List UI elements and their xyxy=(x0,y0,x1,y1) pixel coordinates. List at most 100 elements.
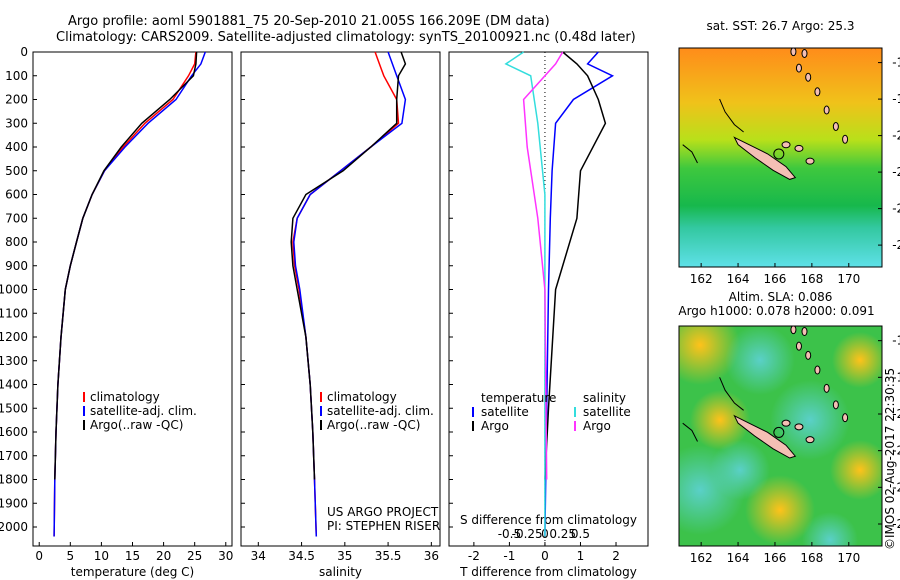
legend-title-temperature: temperature xyxy=(481,391,556,405)
map-subtitle: Argo h1000: 0.078 h2000: 0.091 xyxy=(678,304,874,318)
plot-frame xyxy=(240,51,441,547)
island-loyalty xyxy=(781,419,791,427)
y-tick-label: -26 xyxy=(892,238,900,252)
legend-label: Argo xyxy=(583,419,611,433)
legend-label: satellite xyxy=(583,405,631,419)
x-tick-label: 170 xyxy=(837,272,860,286)
x-tick-label: 168 xyxy=(800,272,823,286)
s-tick-label: 0.25 xyxy=(549,527,576,541)
s-tick-label: -0.25 xyxy=(512,527,543,541)
y-tick-label: 700 xyxy=(5,211,28,225)
series-line xyxy=(290,51,407,480)
x-tick-label: 1 xyxy=(577,549,585,563)
island-vanuatu xyxy=(805,72,812,82)
x-tick-label: 5 xyxy=(66,549,74,563)
y-tick-label: 500 xyxy=(5,164,28,178)
panel-salinity: 34 34.5 35 35.5 36 salinity climatologysatelli… xyxy=(240,51,441,579)
sla-anomaly xyxy=(832,332,882,388)
x-tick-label: 10 xyxy=(94,549,109,563)
island-loyalty xyxy=(794,144,804,152)
x-tick-label: 0 xyxy=(35,549,43,563)
island-loyalty xyxy=(805,157,815,165)
map-frame xyxy=(678,47,883,268)
legend-label: climatology xyxy=(327,390,397,404)
sla-anomaly xyxy=(679,326,740,385)
s-tick-label: 0.5 xyxy=(571,527,590,541)
island-vanuatu xyxy=(823,105,830,115)
x-tick-label: 0 xyxy=(541,549,549,563)
sla-anomaly xyxy=(770,380,850,460)
map-title: sat. SST: 26.7 Argo: 25.3 xyxy=(706,19,854,33)
island-vanuatu xyxy=(842,413,849,423)
legend-label: Argo(..raw -QC) xyxy=(327,418,420,432)
island-new-caledonia xyxy=(733,136,797,180)
argo-location-marker xyxy=(773,426,785,438)
y-tick-label: 1300 xyxy=(0,354,28,368)
island-vanuatu xyxy=(832,121,839,131)
y-tick-label: 2000 xyxy=(0,520,28,534)
x-tick-label: 170 xyxy=(837,551,860,565)
island-vanuatu xyxy=(814,87,821,97)
x-tick-label: -1 xyxy=(503,549,515,563)
x-tick-label: 2 xyxy=(612,549,620,563)
reef-outline xyxy=(682,422,698,442)
header-line2: Climatology: CARS2009. Satellite-adjuste… xyxy=(56,30,636,45)
y-tick-label: 100 xyxy=(5,69,28,83)
island-vanuatu xyxy=(801,48,808,58)
map-field xyxy=(679,48,882,267)
map-field xyxy=(679,326,882,546)
island-vanuatu xyxy=(795,341,802,351)
island-vanuatu xyxy=(801,327,808,336)
y-tick-label: 1600 xyxy=(0,425,28,439)
sla-anomaly xyxy=(690,390,750,450)
x-tick-label: 162 xyxy=(690,272,713,286)
y-tick-label: -22 xyxy=(892,165,900,179)
x-tick-label: 20 xyxy=(156,549,171,563)
y-tick-label: -24 xyxy=(892,480,900,494)
series-line xyxy=(522,51,564,480)
y-tick-label: 0 xyxy=(20,45,28,59)
header-line1: Argo profile: aoml 5901881_75 20-Sep-201… xyxy=(68,14,550,29)
sla-anomaly xyxy=(745,475,815,545)
project-text: US ARGO PROJECT xyxy=(327,505,439,519)
y-tick-label: -16 xyxy=(892,56,900,70)
sla-anomaly xyxy=(725,326,795,395)
x-tick-label: 15 xyxy=(125,549,140,563)
x-tick-label: 30 xyxy=(218,549,233,563)
x-tick-label: 36 xyxy=(424,549,439,563)
y-tick-label: -20 xyxy=(892,407,900,421)
y-tick-label: 1100 xyxy=(0,306,28,320)
y-tick-label: 300 xyxy=(5,116,28,130)
x-tick-label: 25 xyxy=(187,549,202,563)
y-tick-label: 600 xyxy=(5,188,28,202)
panel-temperature: 0 5 10 15 20 25 30 temperature (deg C) 0 100 200 30… xyxy=(0,45,233,579)
island-vanuatu xyxy=(795,63,802,73)
argo-location-marker xyxy=(773,148,785,160)
x-tick-label: 164 xyxy=(727,551,750,565)
island-loyalty xyxy=(781,141,791,149)
island-new-caledonia xyxy=(733,414,797,459)
legend-label: satellite xyxy=(481,405,529,419)
x-tick-label: 162 xyxy=(690,551,713,565)
y-tick-label: -24 xyxy=(892,202,900,216)
y-tick-label: 1900 xyxy=(0,496,28,510)
legend-title-salinity: salinity xyxy=(583,391,626,405)
x-axis-label: temperature (deg C) xyxy=(71,565,194,579)
sla-anomaly xyxy=(802,512,858,546)
s-axis-label: S difference from climatology xyxy=(460,513,637,527)
y-tick-label: 1400 xyxy=(0,378,28,392)
legend-label: satellite-adj. clim. xyxy=(327,404,434,418)
legend-label: climatology xyxy=(90,390,160,404)
panel-differences: -2 -1 0 1 2 T difference from climatology -0.5… xyxy=(448,51,649,579)
island-vanuatu xyxy=(832,400,839,410)
stamp-text: ©IMOS 02-Aug-2017 22:30:35 xyxy=(883,367,897,550)
island-vanuatu xyxy=(823,383,830,393)
reef-outline xyxy=(682,144,698,164)
x-tick-label: 35 xyxy=(337,549,352,563)
x-tick-label: 168 xyxy=(800,551,823,565)
x-tick-label: -2 xyxy=(468,549,480,563)
sla-anomaly xyxy=(830,440,882,500)
island-vanuatu xyxy=(805,350,812,360)
x-tick-label: 35.5 xyxy=(375,549,402,563)
